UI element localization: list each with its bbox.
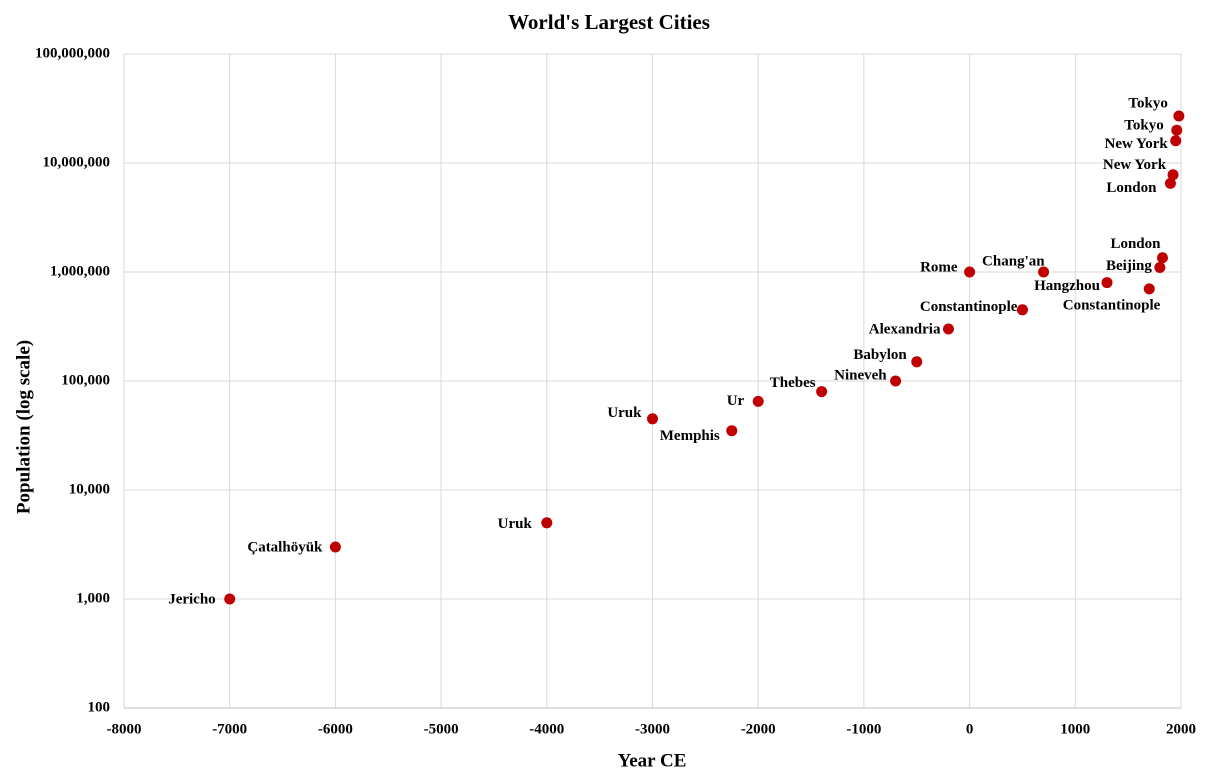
point <box>1038 266 1050 278</box>
point-label: Constantinople <box>1063 297 1161 313</box>
point-label: New York <box>1103 157 1167 173</box>
point-label: Chang'an <box>982 253 1045 269</box>
point <box>1143 283 1155 295</box>
x-tick-label: -1000 <box>846 721 881 737</box>
y-tick-label: 100 <box>88 699 111 715</box>
point <box>890 375 902 387</box>
x-tick-label: -2000 <box>741 721 776 737</box>
x-tick-label: -8000 <box>107 721 142 737</box>
point-label: Çatalhöyük <box>247 539 323 555</box>
point <box>1167 169 1179 181</box>
point-label: Jericho <box>168 591 215 607</box>
x-axis-label: Year CE <box>618 750 687 771</box>
y-tick-label: 100,000,000 <box>35 45 110 61</box>
point <box>647 413 658 425</box>
point <box>329 541 341 553</box>
x-tick-label: 0 <box>966 721 974 737</box>
y-axis-label: Population (log scale) <box>13 340 34 514</box>
point-label: London <box>1110 236 1161 252</box>
point <box>541 517 553 529</box>
point <box>752 395 764 407</box>
x-tick-label: -4000 <box>529 721 564 737</box>
x-tick-label: -6000 <box>318 721 353 737</box>
point-label: London <box>1106 180 1157 196</box>
point <box>911 356 923 368</box>
point-label: Ur <box>727 393 745 409</box>
point <box>942 323 954 335</box>
y-tick-label: 100,000 <box>61 372 110 388</box>
point <box>1101 277 1113 289</box>
chart-title: World's Largest Cities <box>508 10 710 34</box>
y-tick-label: 10,000 <box>69 481 110 497</box>
point-label: Tokyo <box>1128 95 1167 111</box>
y-tick-label: 1,000 <box>76 590 110 606</box>
point-label: Beijing <box>1106 258 1152 274</box>
point <box>1157 252 1169 264</box>
point-label: Thebes <box>770 375 816 391</box>
x-tick-label: 1000 <box>1060 721 1090 737</box>
point <box>964 266 976 278</box>
point <box>1164 177 1176 189</box>
point-label: Nineveh <box>834 367 887 383</box>
point-label: Alexandria <box>869 321 941 337</box>
y-tick-label: 1,000,000 <box>50 263 110 279</box>
point <box>1170 135 1182 147</box>
x-tick-label: -5000 <box>424 721 459 737</box>
x-tick-label: 2000 <box>1166 721 1196 737</box>
point-label: Babylon <box>853 347 907 363</box>
point-label: Rome <box>920 259 958 275</box>
point-label: Uruk <box>498 516 533 532</box>
point <box>1173 110 1185 122</box>
point-label: Constantinople <box>920 299 1018 315</box>
point <box>1154 261 1166 273</box>
point <box>726 425 738 437</box>
point <box>224 593 236 605</box>
x-tick-label: -3000 <box>635 721 670 737</box>
point-label: Hangzhou <box>1034 278 1100 294</box>
point <box>816 386 828 398</box>
point-label: Tokyo <box>1124 118 1163 134</box>
point-label: New York <box>1105 136 1169 152</box>
point <box>1171 124 1183 136</box>
y-tick-label: 10,000,000 <box>43 154 111 170</box>
x-tick-label: -7000 <box>212 721 247 737</box>
point-label: Uruk <box>607 405 642 421</box>
point-label: Memphis <box>660 428 720 444</box>
point <box>1016 304 1028 316</box>
